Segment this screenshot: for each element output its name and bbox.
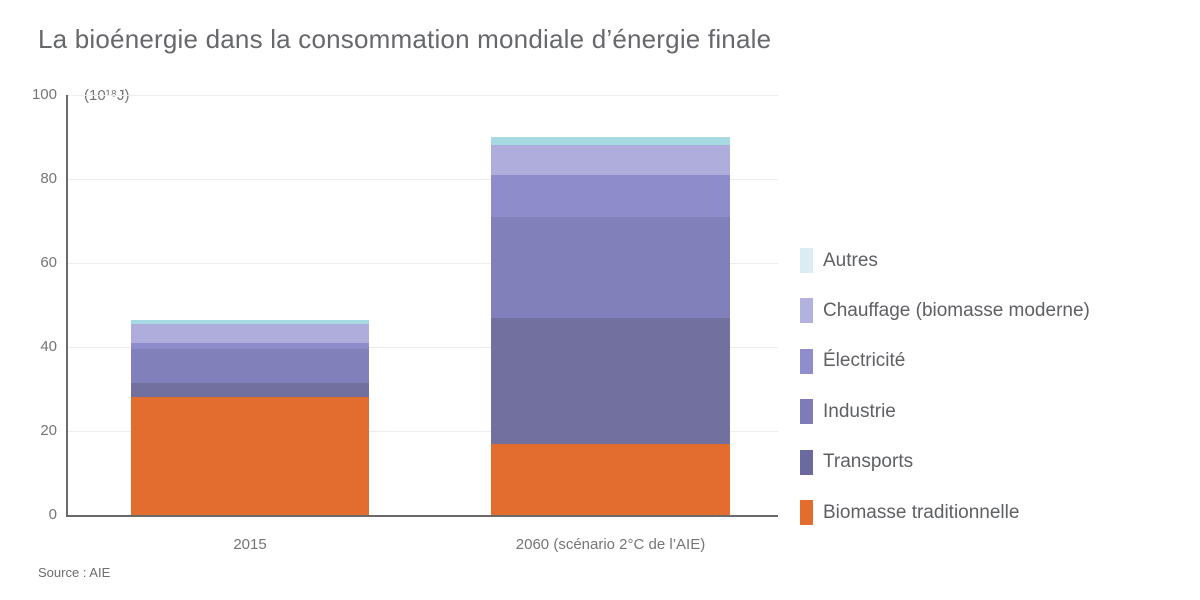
legend-swatch-icon xyxy=(800,399,813,425)
bar-segment-industrie xyxy=(131,349,369,383)
legend-label: Chauffage (biomasse moderne) xyxy=(823,299,1090,321)
y-tick-label-40: 40 xyxy=(40,338,57,355)
bar-segment-chauffage-biomasse-moderne- xyxy=(131,323,369,343)
bar-segment-biomasse-traditionnelle xyxy=(131,397,369,515)
bar-segment-transports xyxy=(491,317,730,444)
bar-segment-autres xyxy=(491,137,730,146)
bar-segment-autres xyxy=(131,319,369,324)
y-tick-label-60: 60 xyxy=(40,254,57,271)
legend-item-transports: Transports xyxy=(800,449,914,475)
legend-swatch-icon xyxy=(800,298,813,324)
legend-swatch-icon xyxy=(800,500,813,525)
legend-label: Biomasse traditionnelle xyxy=(823,501,1020,523)
legend-item-industrie: Industrie xyxy=(800,399,896,425)
bar-segment--lectricit- xyxy=(491,174,730,217)
x-tick-label-2015: 2015 xyxy=(233,536,267,553)
legend-item-autres: Autres xyxy=(800,248,878,273)
legend-item--lectricit-: Électricité xyxy=(800,348,906,374)
source-note: Source : AIE xyxy=(38,565,111,580)
y-tick-label-100: 100 xyxy=(31,86,57,103)
gridline-y-60 xyxy=(66,263,778,264)
x-axis-line xyxy=(66,515,778,517)
gridline-y-40 xyxy=(66,347,778,348)
gridline-y-80 xyxy=(66,179,778,180)
chart-title: La bioénergie dans la consommation mondi… xyxy=(38,24,772,54)
y-tick-label-20: 20 xyxy=(40,422,57,439)
bar-segment-biomasse-traditionnelle xyxy=(491,443,730,515)
bar-segment--lectricit- xyxy=(131,342,369,350)
bar-segment-transports xyxy=(131,382,369,398)
stacked-bar-2060-sc-nario-2-c-de-l-aie- xyxy=(491,137,730,515)
stacked-bar-2015 xyxy=(131,319,369,515)
y-axis-line xyxy=(66,95,68,516)
bar-segment-chauffage-biomasse-moderne- xyxy=(491,145,730,175)
x-tick-label-2060: 2060 (scénario 2°C de l’AIE) xyxy=(515,536,706,553)
bar-segment-industrie xyxy=(491,216,730,318)
legend-swatch-icon xyxy=(800,248,813,273)
legend-label: Industrie xyxy=(823,400,896,422)
legend-swatch-icon xyxy=(800,449,813,475)
plot-area xyxy=(66,95,778,515)
legend-label: Transports xyxy=(823,451,914,473)
gridline-y-20 xyxy=(66,431,778,432)
legend-label: Autres xyxy=(823,249,878,271)
legend-swatch-icon xyxy=(800,348,813,374)
legend-label: Électricité xyxy=(823,350,906,372)
legend-item-biomasse-traditionnelle: Biomasse traditionnelle xyxy=(800,500,1019,525)
y-tick-label-0: 0 xyxy=(48,506,57,523)
legend-item-chauffage-biomasse-moderne-: Chauffage (biomasse moderne) xyxy=(800,298,1090,324)
gridline-y-100 xyxy=(66,95,778,96)
y-tick-label-80: 80 xyxy=(40,170,57,187)
